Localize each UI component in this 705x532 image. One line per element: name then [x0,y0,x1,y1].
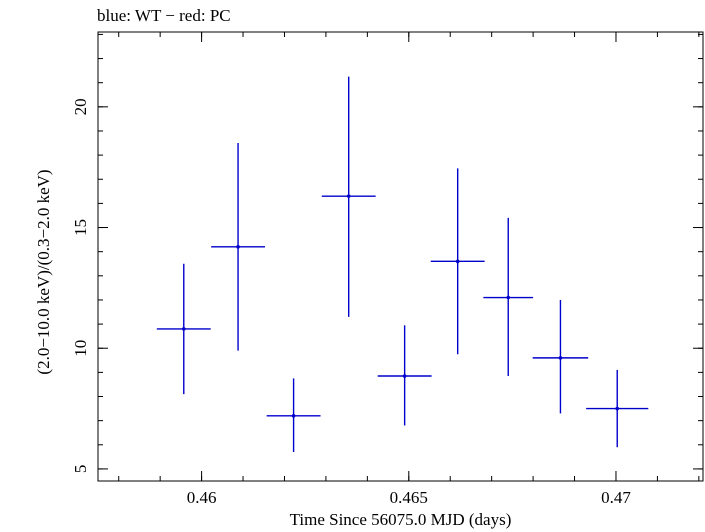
point-marker [291,414,296,418]
data-point [377,325,432,426]
data-point [532,299,589,414]
y-tick-label: 10 [71,340,90,357]
data-point [156,263,211,395]
y-tick-label: 20 [71,98,90,115]
point-marker [346,194,351,198]
point-marker [236,245,240,249]
point-marker [455,259,460,264]
point-marker [181,327,186,331]
chart-title: blue: WT − red: PC [97,6,231,25]
data-point [430,168,485,355]
point-marker [402,374,407,378]
plot-frame [97,31,704,482]
data-point [586,369,649,448]
x-tick-label: 0.465 [390,488,428,507]
x-tick-label: 0.46 [187,488,217,507]
data-point [483,217,534,376]
point-marker [506,295,511,300]
data-marks [156,76,649,453]
point-marker [615,406,620,411]
x-axis-label: Time Since 56075.0 MJD (days) [289,510,512,529]
y-axis-label-text: (2.0−10.0 keV)/(0.3−2.0 keV) [34,169,53,375]
y-tick-label: 5 [71,465,90,474]
axis-ticks: 0.46 0.465 0.47 5 10 15 20 [71,32,703,507]
y-tick-label: 15 [71,219,90,236]
data-point [266,378,321,453]
x-tick-label: 0.47 [601,488,631,507]
point-marker [558,356,563,360]
data-point [321,76,376,317]
data-point [211,143,265,351]
